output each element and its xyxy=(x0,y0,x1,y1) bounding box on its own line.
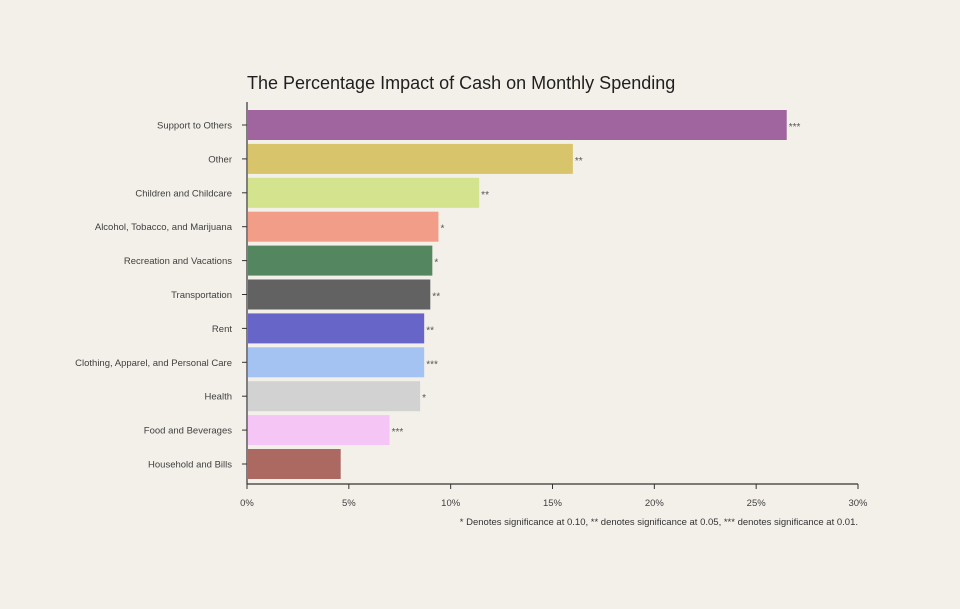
significance-label: * xyxy=(434,258,438,269)
significance-label: * xyxy=(440,224,444,235)
significance-label: * xyxy=(422,393,426,404)
bar xyxy=(248,110,787,140)
bar xyxy=(248,212,438,242)
x-tick-label: 15% xyxy=(543,498,563,509)
bars-group: Support to Others ***Other **Children and … xyxy=(75,110,800,479)
category-label: Health xyxy=(205,392,232,403)
bar xyxy=(248,144,573,174)
bar xyxy=(248,246,432,276)
bar xyxy=(248,280,430,310)
category-label: Household and Bills xyxy=(148,460,232,471)
significance-label: ** xyxy=(432,292,440,303)
category-label: Clothing, Apparel, and Personal Care xyxy=(75,358,232,369)
category-label: Rent xyxy=(212,324,232,335)
bar xyxy=(248,347,424,377)
x-tick-label: 30% xyxy=(848,498,868,509)
category-label: Food and Beverages xyxy=(144,426,232,437)
significance-label: *** xyxy=(789,122,801,133)
x-tick-label: 25% xyxy=(747,498,767,509)
x-tick-label: 0% xyxy=(240,498,254,509)
category-label: Other xyxy=(208,154,232,165)
bar xyxy=(248,415,390,445)
significance-footnote: * Denotes significance at 0.10, ** denot… xyxy=(460,517,858,528)
significance-label: *** xyxy=(392,427,404,438)
category-label: Support to Others xyxy=(157,121,232,132)
bar xyxy=(248,381,420,411)
chart-container: The Percentage Impact of Cash on Monthly… xyxy=(0,0,960,609)
bar xyxy=(248,178,479,208)
category-label: Children and Childcare xyxy=(135,188,232,199)
bar-chart: The Percentage Impact of Cash on Monthly… xyxy=(0,0,960,609)
significance-label: ** xyxy=(426,325,434,336)
significance-label: ** xyxy=(575,156,583,167)
x-tick-label: 5% xyxy=(342,498,356,509)
x-tick-label: 10% xyxy=(441,498,461,509)
x-tick-label: 20% xyxy=(645,498,665,509)
category-label: Recreation and Vacations xyxy=(124,256,232,267)
significance-label: *** xyxy=(426,359,438,370)
bar xyxy=(248,313,424,343)
chart-title: The Percentage Impact of Cash on Monthly… xyxy=(247,73,675,93)
bar xyxy=(248,449,341,479)
category-label: Alcohol, Tobacco, and Marijuana xyxy=(95,222,233,233)
significance-label: ** xyxy=(481,190,489,201)
category-label: Transportation xyxy=(171,290,232,301)
